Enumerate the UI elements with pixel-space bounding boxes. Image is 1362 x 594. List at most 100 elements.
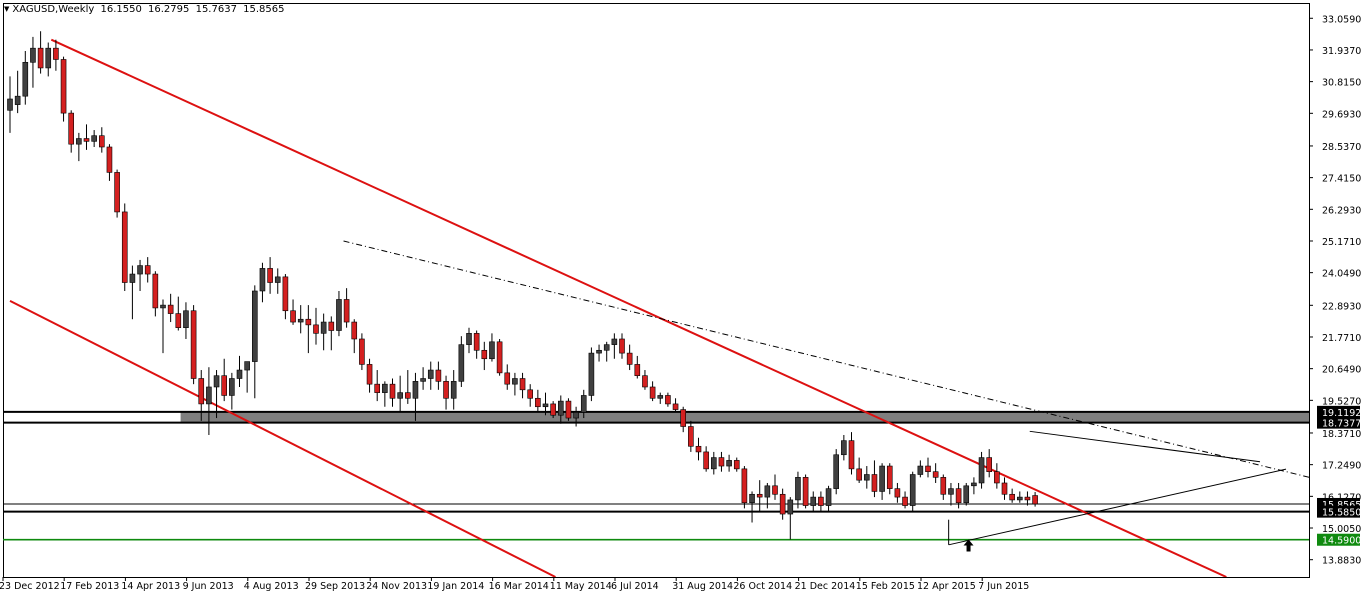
candle bbox=[359, 333, 365, 371]
candle-body bbox=[986, 457, 993, 472]
candle-body bbox=[1009, 493, 1015, 501]
candle-body bbox=[764, 485, 771, 498]
candle bbox=[76, 132, 82, 162]
candle-body bbox=[259, 268, 266, 292]
candle-body bbox=[825, 488, 832, 506]
candle-body bbox=[290, 310, 296, 323]
candle bbox=[206, 367, 212, 435]
candle-body bbox=[489, 341, 495, 360]
candle-body bbox=[940, 477, 947, 495]
candle-body bbox=[221, 375, 227, 396]
candle-body bbox=[588, 352, 595, 396]
candle bbox=[879, 463, 885, 500]
collapse-triangle-icon[interactable]: ▼ bbox=[4, 5, 10, 13]
candle bbox=[596, 344, 602, 362]
candle bbox=[30, 36, 36, 88]
x-axis-tick-label: 23 Dec 2012 bbox=[0, 581, 60, 592]
candle-body bbox=[756, 493, 763, 498]
candle-body bbox=[795, 477, 801, 501]
y-axis-tick-label: 21.7710 bbox=[1322, 333, 1361, 344]
x-axis-tick-label: 14 Apr 2013 bbox=[121, 581, 180, 592]
candle bbox=[703, 446, 709, 472]
candle bbox=[779, 488, 786, 520]
candle-body bbox=[389, 383, 396, 399]
price-label: 15.5850 bbox=[1322, 508, 1361, 519]
candle bbox=[680, 406, 687, 433]
candle bbox=[733, 457, 740, 472]
candle bbox=[458, 336, 465, 387]
candle-body bbox=[481, 349, 488, 360]
candle-body bbox=[129, 273, 136, 283]
candle bbox=[726, 454, 732, 472]
price-label: 14.5900 bbox=[1322, 536, 1361, 547]
candle-body bbox=[7, 98, 13, 111]
open-value: 16.1550 bbox=[100, 4, 142, 15]
x-axis-tick-label: 26 Oct 2014 bbox=[733, 581, 792, 592]
candle bbox=[963, 482, 970, 506]
candle bbox=[955, 482, 962, 509]
candle bbox=[481, 341, 488, 371]
candle-body bbox=[160, 304, 166, 309]
candle-body bbox=[183, 310, 189, 328]
x-axis-tick-label: 15 Feb 2015 bbox=[856, 581, 915, 592]
candle bbox=[657, 392, 664, 404]
candle bbox=[274, 268, 281, 294]
candle-body bbox=[458, 344, 465, 382]
candle bbox=[772, 474, 778, 500]
y-axis-tick-label: 13.8830 bbox=[1322, 556, 1361, 567]
candle-body bbox=[902, 496, 908, 506]
candle bbox=[14, 70, 21, 114]
candle-body bbox=[175, 313, 182, 328]
candle-body bbox=[917, 465, 924, 475]
candle bbox=[932, 463, 939, 483]
candle bbox=[91, 130, 97, 147]
x-axis-tick-label: 29 Sep 2013 bbox=[305, 581, 365, 592]
candle bbox=[427, 361, 434, 390]
price-label: 15.8565 bbox=[1322, 500, 1361, 511]
candle bbox=[871, 460, 878, 498]
candle bbox=[167, 293, 174, 323]
candle-body bbox=[1001, 482, 1008, 495]
candle-body bbox=[22, 61, 29, 97]
candle-body bbox=[672, 403, 679, 410]
candle-body bbox=[473, 333, 480, 351]
candle-body bbox=[603, 344, 610, 351]
x-axis-tick-label: 19 Jan 2014 bbox=[427, 581, 484, 592]
candle-body bbox=[955, 488, 962, 504]
candle bbox=[841, 434, 847, 461]
candle bbox=[764, 482, 771, 509]
candle bbox=[198, 370, 205, 421]
candle bbox=[244, 361, 250, 393]
candle-body bbox=[305, 318, 312, 326]
candle-body bbox=[772, 485, 778, 495]
candle bbox=[160, 299, 166, 354]
candle bbox=[940, 474, 947, 500]
candle-body bbox=[83, 138, 90, 142]
candle-body bbox=[833, 454, 840, 489]
symbol-label: XAGUSD,Weekly bbox=[12, 4, 95, 15]
candle bbox=[282, 274, 289, 320]
candle bbox=[994, 463, 1000, 489]
candle bbox=[53, 39, 59, 71]
resistance-zone bbox=[180, 411, 1309, 423]
candle bbox=[297, 305, 304, 334]
candle-body bbox=[328, 321, 335, 331]
candle-body bbox=[99, 135, 105, 148]
x-axis-tick-label: 6 Jul 2014 bbox=[611, 581, 659, 592]
price-label-box bbox=[1317, 405, 1360, 418]
candle-body bbox=[244, 361, 250, 371]
candle-body bbox=[642, 375, 648, 388]
candle bbox=[290, 299, 296, 325]
candle bbox=[557, 395, 564, 424]
candle-body bbox=[404, 392, 411, 399]
candle-body bbox=[527, 389, 534, 399]
candle bbox=[1009, 488, 1015, 503]
candle-body bbox=[909, 474, 916, 506]
candle-body bbox=[573, 412, 579, 419]
candle bbox=[114, 169, 120, 218]
candle-body bbox=[565, 400, 572, 419]
candle bbox=[634, 355, 641, 379]
candle-body bbox=[443, 381, 449, 399]
candle-body bbox=[779, 493, 786, 515]
